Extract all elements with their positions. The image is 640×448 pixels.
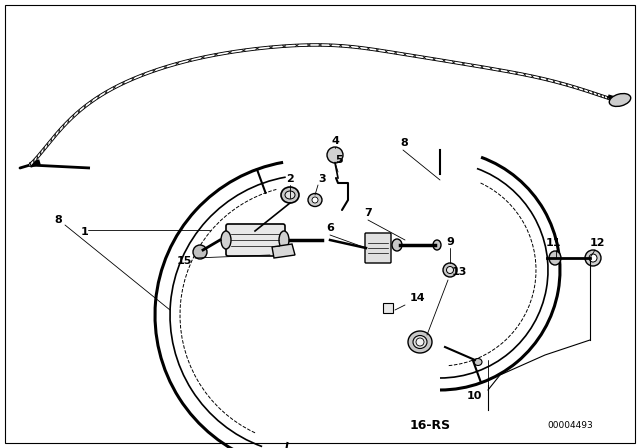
Text: 14: 14	[410, 293, 426, 303]
Text: 15: 15	[177, 256, 192, 266]
Text: 8: 8	[400, 138, 408, 148]
Circle shape	[416, 338, 424, 346]
Text: 13: 13	[452, 267, 467, 277]
Text: 10: 10	[467, 391, 482, 401]
Text: 8: 8	[54, 215, 62, 225]
Text: 6: 6	[326, 223, 334, 233]
Ellipse shape	[281, 187, 299, 203]
Bar	[383, 303, 393, 313]
Ellipse shape	[312, 197, 318, 203]
Text: 9: 9	[446, 237, 454, 247]
Text: 12: 12	[589, 238, 605, 248]
Text: 7: 7	[364, 208, 372, 218]
Ellipse shape	[408, 331, 432, 353]
Ellipse shape	[308, 194, 322, 207]
Text: 1: 1	[80, 227, 88, 237]
Ellipse shape	[443, 263, 457, 277]
Text: 2: 2	[286, 174, 294, 184]
Ellipse shape	[413, 336, 427, 349]
Ellipse shape	[221, 231, 231, 249]
FancyBboxPatch shape	[226, 224, 285, 256]
Text: 11: 11	[545, 238, 561, 248]
Text: 16-RS: 16-RS	[410, 418, 451, 431]
Ellipse shape	[433, 240, 441, 250]
Ellipse shape	[447, 267, 454, 273]
Circle shape	[327, 147, 343, 163]
Text: 4: 4	[331, 136, 339, 146]
Circle shape	[193, 245, 207, 259]
Ellipse shape	[474, 358, 482, 366]
Ellipse shape	[589, 254, 597, 262]
Ellipse shape	[285, 191, 295, 199]
Ellipse shape	[585, 250, 601, 266]
Text: 00004493: 00004493	[547, 421, 593, 430]
Polygon shape	[272, 244, 295, 258]
Text: 5: 5	[335, 155, 342, 165]
Ellipse shape	[392, 239, 402, 251]
FancyBboxPatch shape	[365, 233, 391, 263]
Ellipse shape	[279, 231, 289, 249]
Ellipse shape	[609, 94, 631, 107]
Ellipse shape	[549, 251, 561, 265]
Text: 3: 3	[318, 174, 326, 184]
